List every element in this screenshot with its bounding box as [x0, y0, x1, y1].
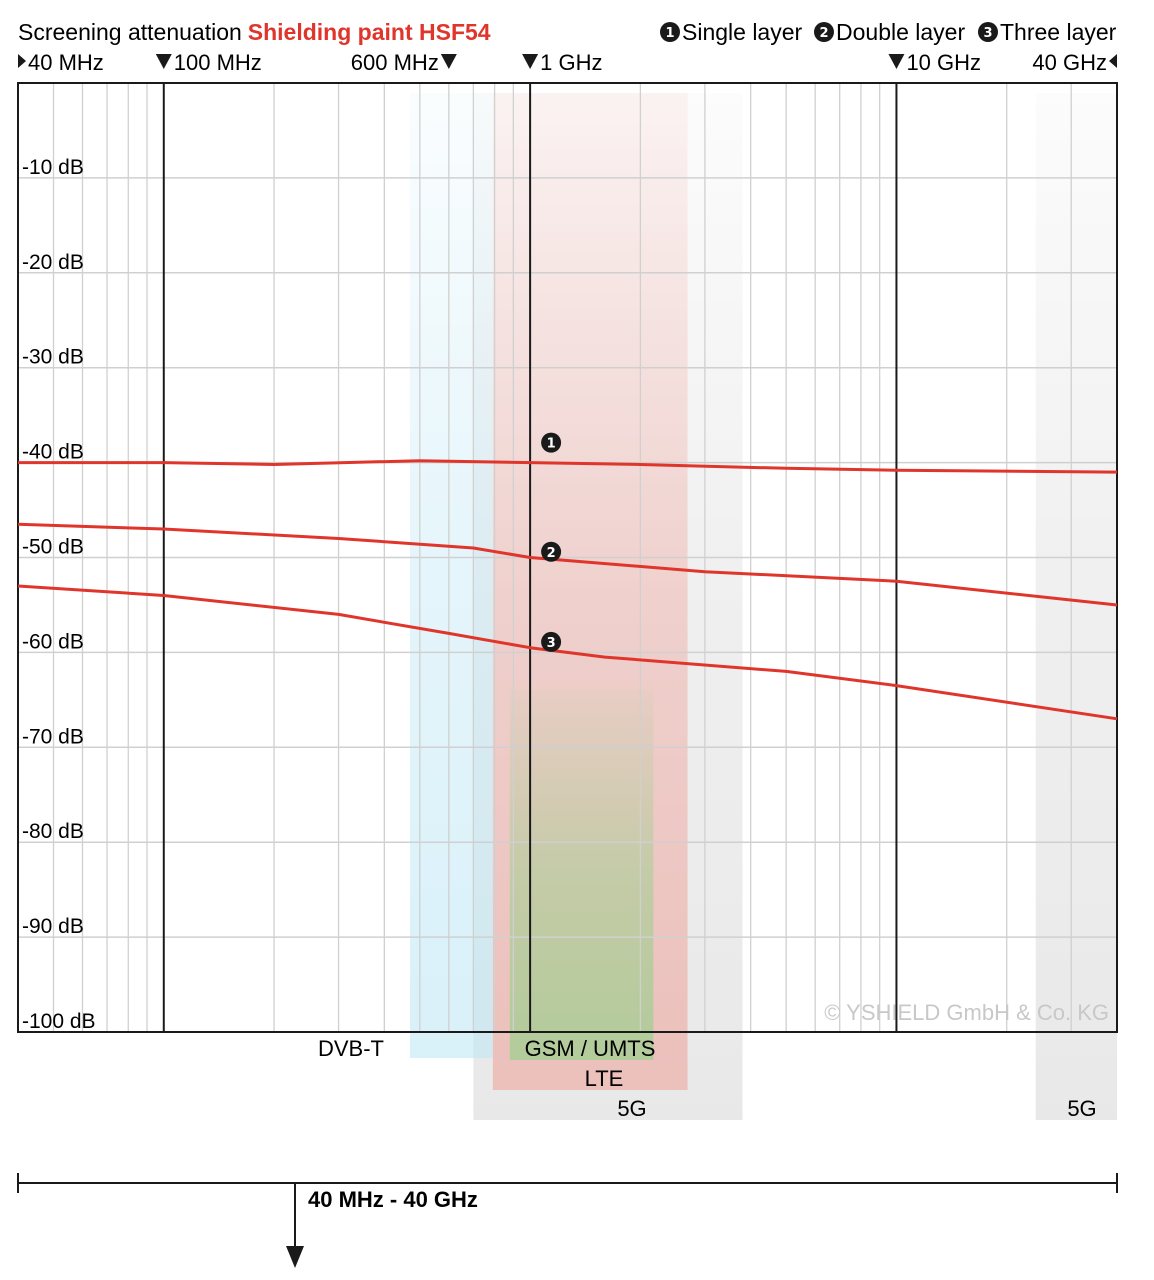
range-bar: 40 MHz - 40 GHz — [17, 1173, 1118, 1268]
series-marker-number: 2 — [547, 546, 556, 561]
band-label: GSM / UMTS — [525, 1036, 656, 1061]
y-tick-label: -100 dB — [22, 1010, 96, 1033]
series-curves: 1 2 3 — [17, 432, 1118, 721]
series-marker-number: 1 — [547, 437, 556, 452]
chart-title-prefix: Screening attenuation — [18, 19, 242, 45]
right-pointer-icon — [18, 54, 26, 68]
series-marker-icon — [541, 541, 562, 562]
series-marker-icon — [541, 631, 562, 652]
legend-marker-number: 1 — [665, 26, 674, 41]
down-triangle-icon — [440, 54, 457, 69]
band-label: DVB-T — [318, 1036, 384, 1061]
freq-label: 40 MHz — [28, 50, 104, 75]
band-label: LTE — [585, 1066, 624, 1091]
grid — [18, 83, 1117, 1032]
plot-frame — [17, 82, 1118, 1033]
freq-label: 40 GHz — [1032, 50, 1107, 75]
legend: 1 Single layer 2 Double layer 3 Three layer — [660, 19, 1117, 45]
band-label: 5G — [1067, 1096, 1096, 1121]
down-triangle-icon — [155, 54, 172, 69]
chart-title-brand: Shielding paint HSF54 — [248, 19, 491, 45]
y-tick-label: -60 dB — [22, 630, 84, 653]
y-tick-label: -20 dB — [22, 251, 84, 274]
series-marker-number: 3 — [547, 636, 556, 651]
band-dvb-t — [409, 93, 493, 1058]
y-tick-label: -70 dB — [22, 725, 84, 748]
band-label: 5G — [617, 1096, 646, 1121]
left-pointer-icon — [1109, 54, 1117, 68]
range-label: 40 MHz - 40 GHz — [308, 1187, 478, 1212]
legend-marker-number: 3 — [983, 26, 992, 41]
legend-marker-icon — [978, 22, 998, 42]
legend-marker-icon — [814, 22, 834, 42]
legend-marker-icon — [660, 22, 680, 42]
range-arrow-head-icon — [286, 1246, 304, 1268]
band-labels: DVB-T GSM / UMTS LTE 5G 5G — [318, 1036, 1097, 1121]
y-tick-labels: -10 dB -20 dB -30 dB -40 dB -50 dB -60 dB -70 … — [22, 156, 96, 1033]
freq-label: 10 GHz — [906, 50, 981, 75]
series-line — [17, 584, 1118, 721]
y-tick-label: -80 dB — [22, 820, 84, 843]
freq-label: 600 MHz — [351, 50, 439, 75]
frequency-bands — [409, 93, 1117, 1120]
down-triangle-icon — [522, 54, 539, 69]
legend-label: Single layer — [682, 19, 803, 45]
freq-label: 100 MHz — [174, 50, 262, 75]
legend-label: Double layer — [836, 19, 965, 45]
chart-title: Screening attenuation Shielding paint HSF… — [18, 19, 491, 45]
copyright-watermark: © YSHIELD GmbH & Co. KG — [824, 1000, 1109, 1025]
legend-marker-number: 2 — [819, 26, 828, 41]
y-tick-label: -50 dB — [22, 536, 84, 559]
frequency-labels: 40 MHz 100 MHz 600 MHz 1 GHz 10 GHz 40 GHz — [18, 50, 1117, 75]
y-tick-label: -40 dB — [22, 441, 84, 464]
y-tick-label: -30 dB — [22, 346, 84, 369]
down-triangle-icon — [888, 54, 905, 69]
y-tick-label: -90 dB — [22, 915, 84, 938]
band-5g — [1035, 93, 1117, 1120]
series-line — [18, 459, 1118, 474]
series-line — [17, 522, 1118, 607]
legend-label: Three layer — [1000, 19, 1117, 45]
y-tick-label: -10 dB — [22, 156, 84, 179]
series-marker-icon — [541, 432, 562, 453]
freq-label: 1 GHz — [540, 50, 602, 75]
band-gsm-umts — [509, 690, 654, 1060]
